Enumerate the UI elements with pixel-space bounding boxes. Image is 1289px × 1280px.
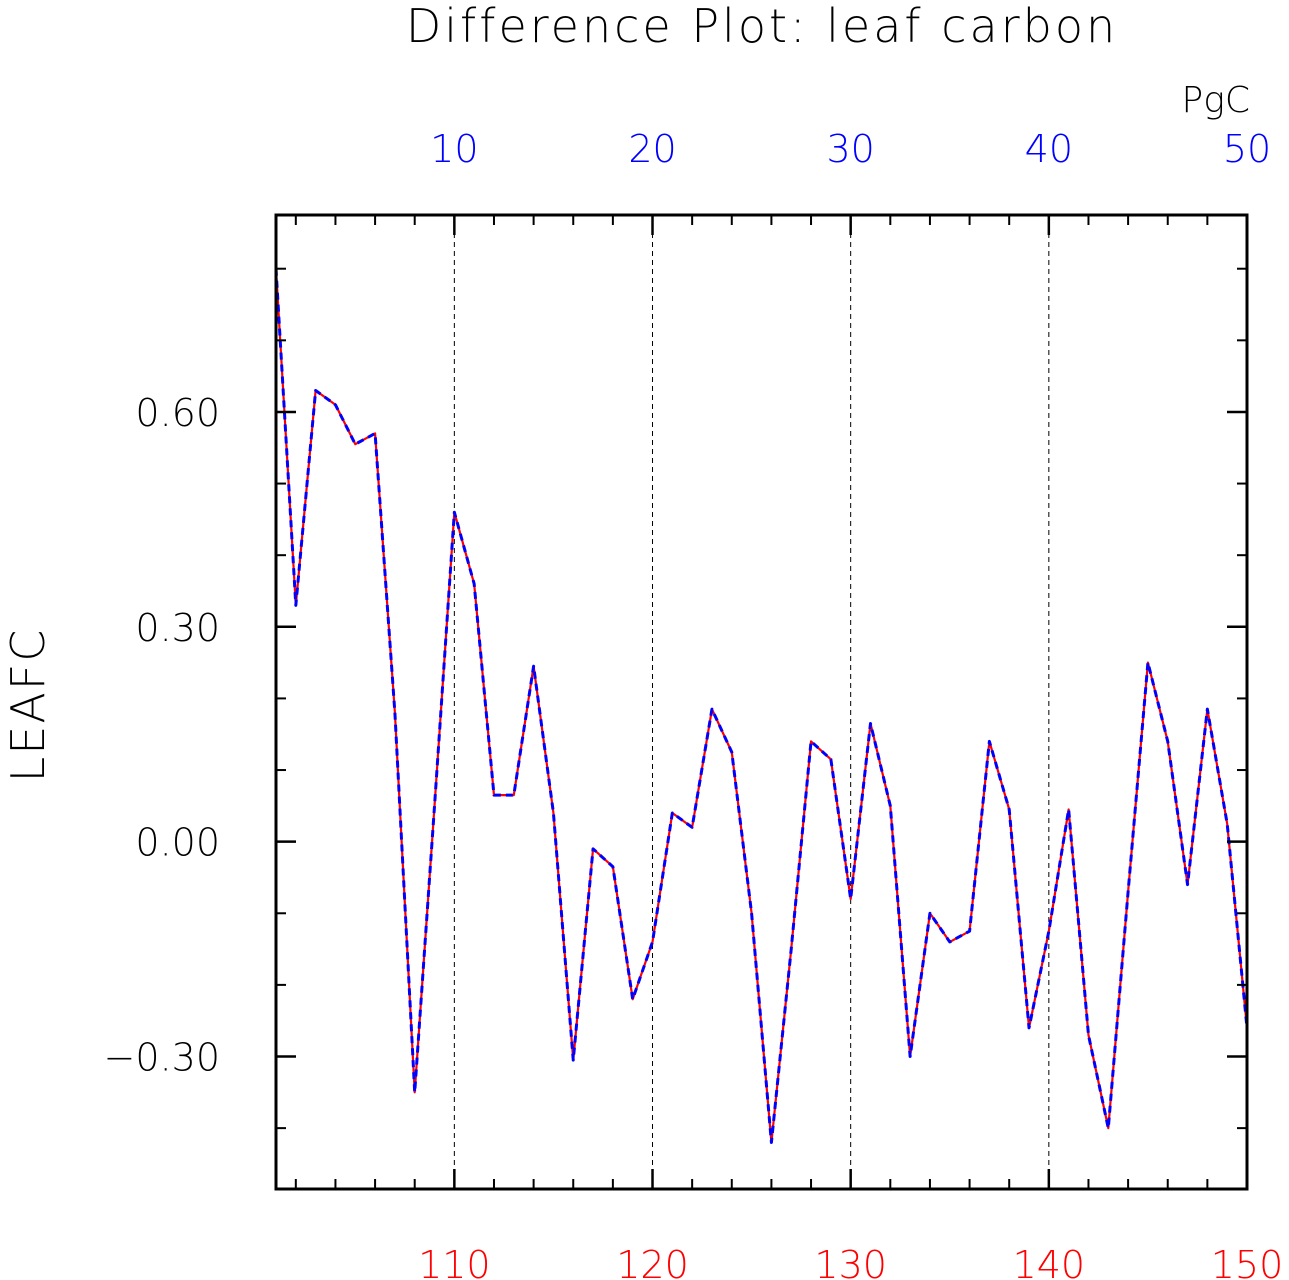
series-line-2 bbox=[274, 268, 1249, 1144]
top-x-tick-label: 40 bbox=[1025, 127, 1073, 171]
bottom-x-tick-label: 130 bbox=[814, 1243, 887, 1280]
top-x-tick-label: 30 bbox=[826, 127, 874, 171]
plot-frame bbox=[274, 213, 1249, 1191]
bottom-x-tick-label: 150 bbox=[1211, 1243, 1284, 1280]
grid-lines bbox=[453, 215, 1050, 1189]
chart-title: Difference Plot: leaf carbon bbox=[406, 0, 1118, 53]
y-axis-label: LEAFC bbox=[1, 628, 55, 783]
y-tick-label: 0.00 bbox=[135, 821, 220, 865]
top-x-tick-label: 50 bbox=[1223, 127, 1271, 171]
bottom-x-tick-label: 120 bbox=[616, 1243, 689, 1280]
series-line-1 bbox=[274, 268, 1249, 1144]
units-label: PgC bbox=[1182, 80, 1250, 121]
series-layer bbox=[274, 268, 1249, 1144]
top-x-tick-label: 10 bbox=[430, 127, 478, 171]
tick-labels: −0.30 0.00 0.30 0.60 10 20 30 40 50 110 120 130 140 1… bbox=[104, 127, 1284, 1280]
bottom-x-tick-label: 110 bbox=[418, 1243, 491, 1280]
bottom-x-tick-label: 140 bbox=[1013, 1243, 1086, 1280]
top-x-tick-label: 20 bbox=[628, 127, 676, 171]
axes bbox=[274, 213, 1249, 1191]
y-tick-label: 0.30 bbox=[135, 606, 220, 650]
y-tick-label: 0.60 bbox=[135, 391, 220, 435]
y-tick-label: −0.30 bbox=[104, 1036, 220, 1080]
